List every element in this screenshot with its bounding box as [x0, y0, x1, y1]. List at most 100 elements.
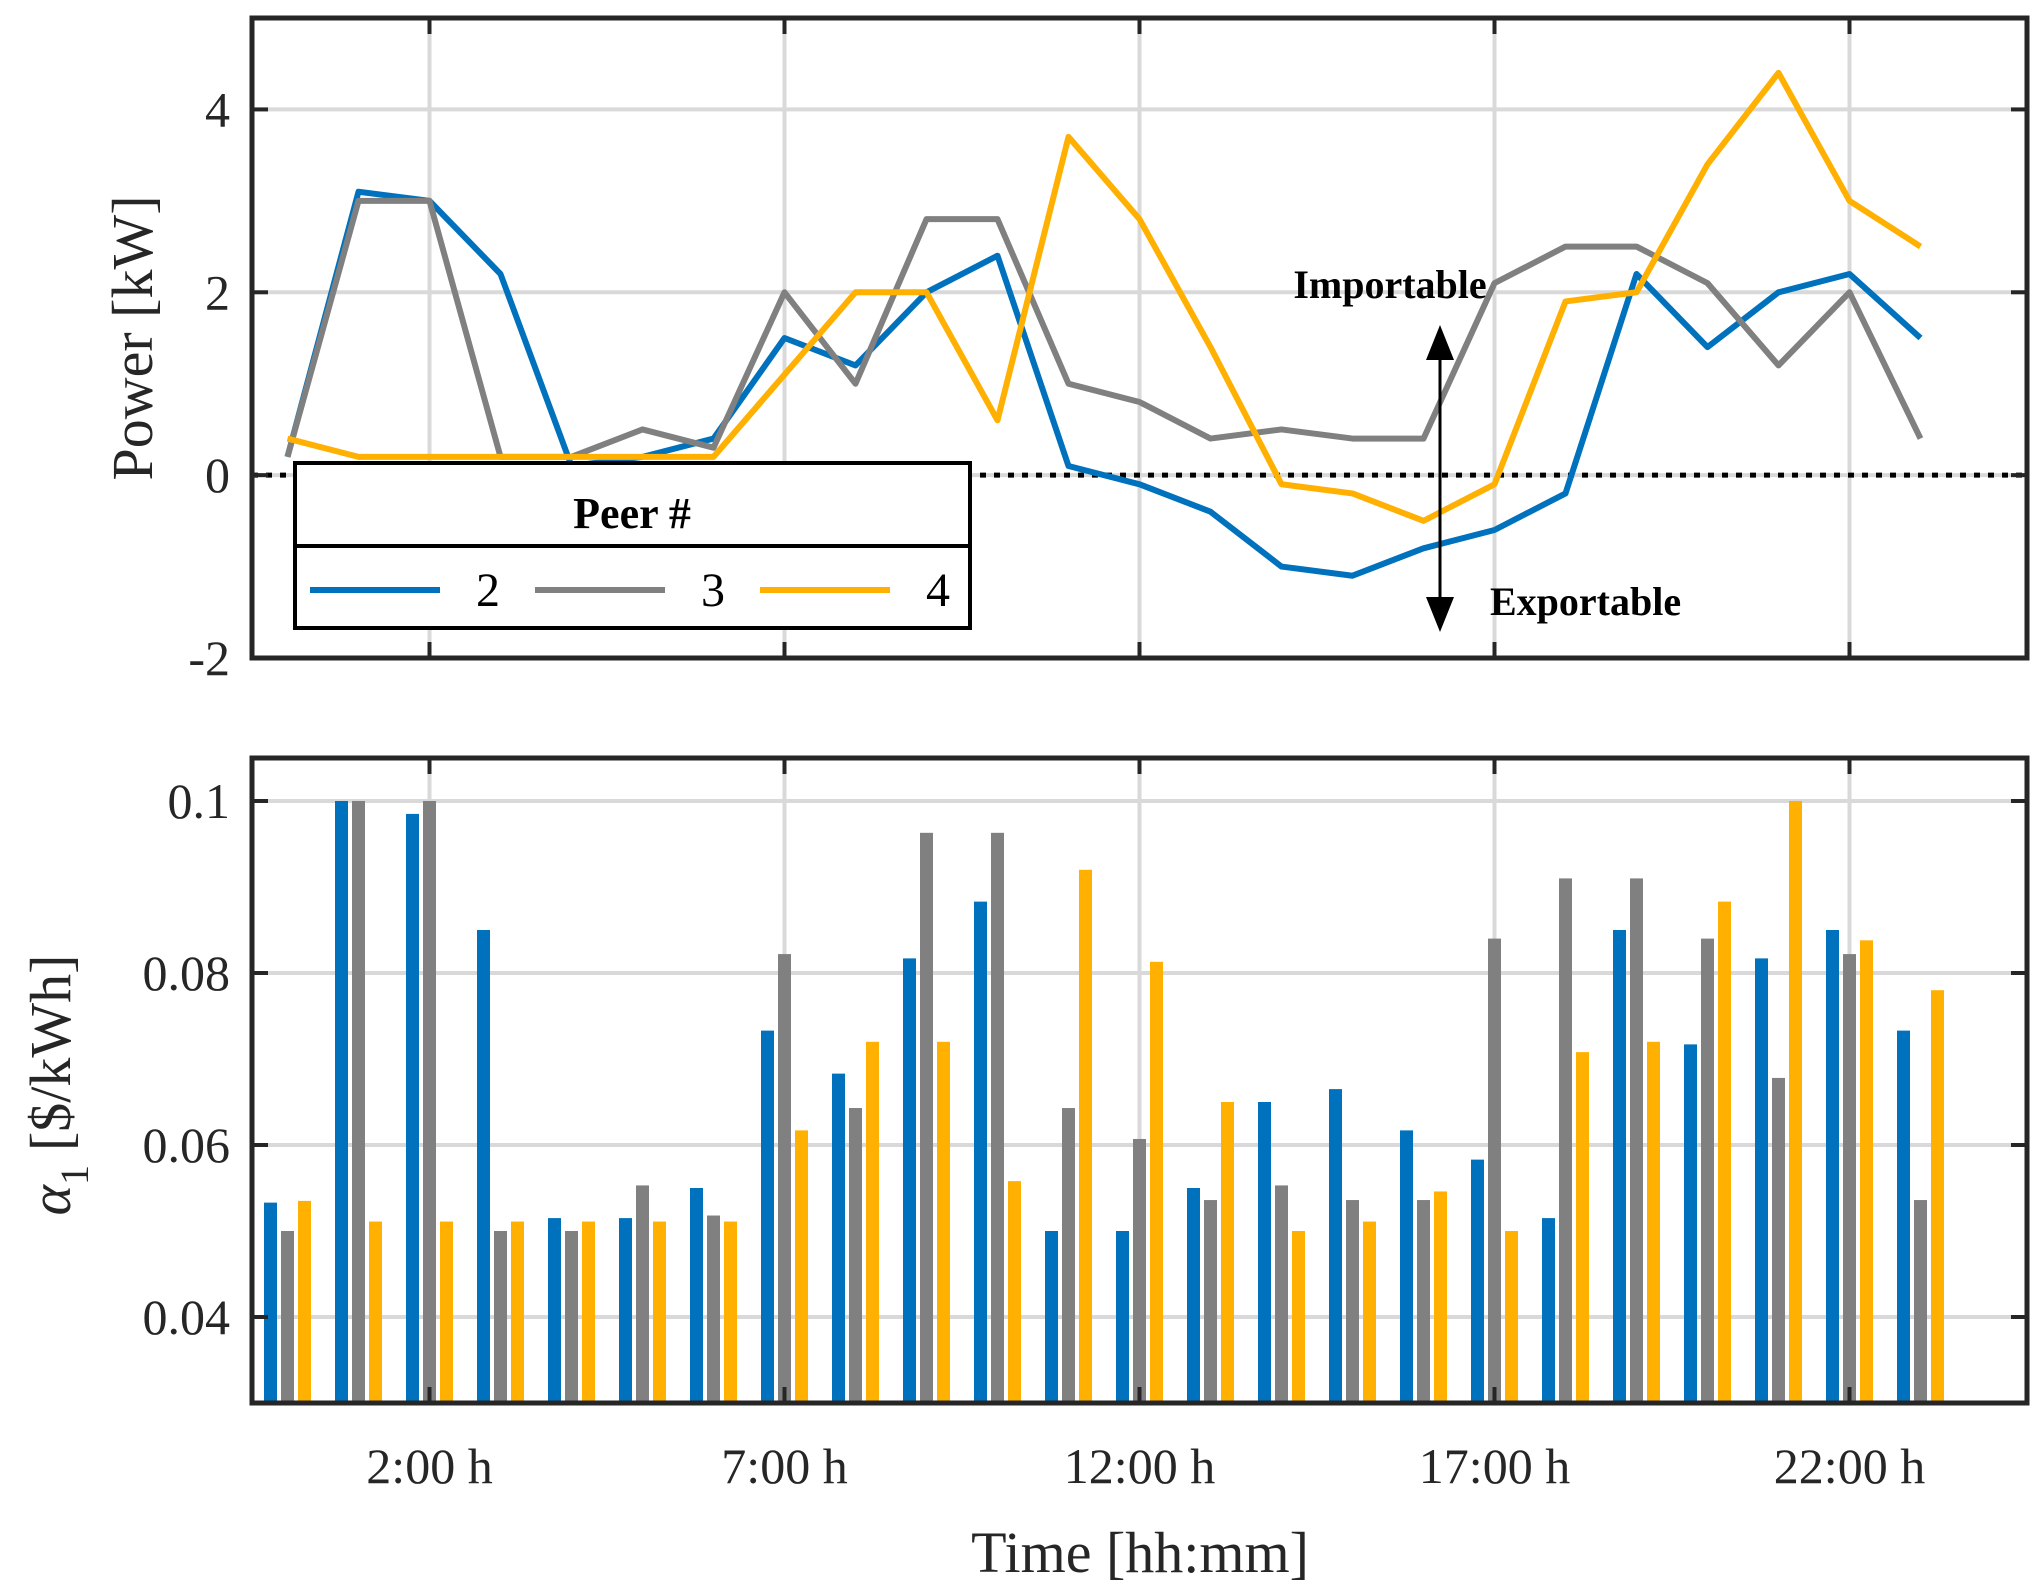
importable-annotation: Importable [1293, 262, 1486, 307]
price-bars [264, 801, 1944, 1403]
price-bar-peer-4-22 [1789, 801, 1802, 1403]
power-ytick-label-0: -2 [188, 630, 230, 686]
price-bar-peer-3-21 [1701, 938, 1714, 1403]
price-bar-peer-4-10 [937, 1041, 950, 1403]
price-ytick-label-2: 0.08 [143, 945, 231, 1001]
price-bar-peer-4-17 [1434, 1191, 1447, 1403]
power-y-tick-labels: -2 0 2 4 [188, 81, 230, 686]
price-bar-peer-2-23 [1826, 930, 1839, 1403]
price-bar-peer-3-22 [1772, 1077, 1785, 1403]
price-bar-peer-2-18 [1471, 1159, 1484, 1403]
price-bar-peer-2-16 [1329, 1089, 1342, 1403]
time-xtick-label-4: 22:00 h [1774, 1438, 1925, 1494]
price-ytick-label-1: 0.06 [143, 1117, 231, 1173]
price-bar-peer-3-9 [849, 1108, 862, 1403]
price-ytick-label-0: 0.04 [143, 1289, 231, 1345]
price-bar-peer-2-11 [974, 901, 987, 1403]
price-bar-peer-4-3 [440, 1221, 453, 1403]
price-bar-peer-3-13 [1133, 1138, 1146, 1403]
price-bar-peer-3-6 [636, 1185, 649, 1403]
price-bar-peer-4-16 [1363, 1221, 1376, 1403]
price-bar-peer-3-16 [1346, 1200, 1359, 1403]
exportable-annotation: Exportable [1490, 579, 1681, 624]
price-bar-peer-4-21 [1718, 901, 1731, 1403]
legend-label-peer-3: 3 [701, 564, 725, 617]
power-ytick-label-3: 4 [205, 81, 230, 137]
price-bar-peer-3-5 [565, 1231, 578, 1403]
price-bar-peer-3-12 [1062, 1108, 1075, 1403]
time-xtick-label-0: 2:00 h [366, 1438, 492, 1494]
price-bar-peer-4-9 [866, 1041, 879, 1403]
price-bar-peer-2-14 [1187, 1188, 1200, 1403]
price-y-axis-label: α1 [$/kWh] [18, 955, 97, 1216]
power-ytick-label-1: 0 [205, 447, 230, 503]
legend: Peer # 2 3 4 [293, 461, 972, 630]
import-export-arrow [1426, 325, 1454, 632]
price-bar-peer-3-1 [281, 1231, 294, 1403]
price-bar-peer-3-4 [494, 1231, 507, 1403]
price-bar-peer-2-8 [761, 1030, 774, 1403]
price-bar-peer-2-20 [1613, 930, 1626, 1403]
price-bar-peer-4-8 [795, 1130, 808, 1403]
price-bar-peer-3-10 [920, 832, 933, 1403]
price-bar-peer-3-19 [1559, 878, 1572, 1403]
price-bar-peer-4-1 [298, 1200, 311, 1403]
price-bar-peer-4-19 [1576, 1052, 1589, 1403]
price-y-tick-labels: 0.04 0.06 0.08 0.1 [143, 773, 231, 1345]
price-bar-peer-2-7 [690, 1188, 703, 1403]
price-bar-peer-2-3 [406, 813, 419, 1403]
power-line-peer-4 [286, 69, 1923, 524]
price-bar-peer-2-9 [832, 1073, 845, 1403]
price-bar-peer-2-24 [1897, 1030, 1910, 1403]
price-bar-peer-4-7 [724, 1221, 737, 1403]
power-series [284, 69, 1924, 579]
time-xtick-label-1: 7:00 h [721, 1438, 847, 1494]
time-xtick-label-2: 12:00 h [1064, 1438, 1215, 1494]
price-bar-peer-2-10 [903, 958, 916, 1403]
legend-label-peer-2: 2 [476, 564, 500, 617]
power-y-axis-label: Power [kW] [100, 195, 165, 480]
price-bar-peer-3-15 [1275, 1185, 1288, 1403]
price-bar-peer-4-20 [1647, 1041, 1660, 1403]
price-bar-peer-4-24 [1931, 990, 1944, 1403]
price-bar-peer-4-23 [1860, 940, 1873, 1403]
price-bar-peer-3-24 [1914, 1200, 1927, 1403]
legend-title: Peer # [573, 489, 691, 538]
price-bar-peer-3-2 [352, 801, 365, 1403]
price-bar-peer-4-13 [1150, 961, 1163, 1403]
power-ytick-label-2: 2 [205, 264, 230, 320]
price-bar-peer-3-11 [991, 832, 1004, 1403]
price-bar-peer-4-15 [1292, 1231, 1305, 1403]
power-axes-box [249, 15, 2030, 661]
price-bar-peer-2-22 [1755, 958, 1768, 1403]
price-bar-peer-4-18 [1505, 1231, 1518, 1403]
price-bar-peer-2-1 [264, 1202, 277, 1403]
price-bar-peer-2-4 [477, 930, 490, 1403]
price-bar-peer-2-2 [335, 801, 348, 1403]
price-bar-peer-4-2 [369, 1221, 382, 1403]
price-bar-peer-2-21 [1684, 1044, 1697, 1403]
time-x-tick-labels: 2:00 h 7:00 h 12:00 h 17:00 h 22:00 h [366, 1438, 1925, 1494]
price-bar-peer-4-11 [1008, 1181, 1021, 1403]
alpha-subscript: 1 [52, 1165, 97, 1185]
price-bar-peer-2-5 [548, 1218, 561, 1403]
price-bar-peer-3-17 [1417, 1200, 1430, 1403]
price-bar-peer-4-12 [1079, 869, 1092, 1403]
price-tick-marks [252, 758, 2027, 1403]
price-bar-peer-3-20 [1630, 878, 1643, 1403]
price-bar-peer-2-13 [1116, 1231, 1129, 1403]
price-bar-peer-4-14 [1221, 1102, 1234, 1403]
price-bar-peer-3-7 [707, 1215, 720, 1403]
alpha-symbol: α [18, 1183, 83, 1215]
price-bar-peer-3-3 [423, 801, 436, 1403]
price-bar-peer-3-8 [778, 954, 791, 1403]
price-bar-peer-4-4 [511, 1221, 524, 1403]
price-bar-peer-2-19 [1542, 1218, 1555, 1403]
legend-entries: 2 3 4 [310, 564, 950, 617]
price-axes-box [249, 755, 2030, 1406]
time-xtick-label-3: 17:00 h [1419, 1438, 1570, 1494]
price-units: [$/kWh] [18, 955, 83, 1152]
price-ytick-label-3: 0.1 [168, 773, 231, 829]
legend-label-peer-4: 4 [926, 564, 950, 617]
